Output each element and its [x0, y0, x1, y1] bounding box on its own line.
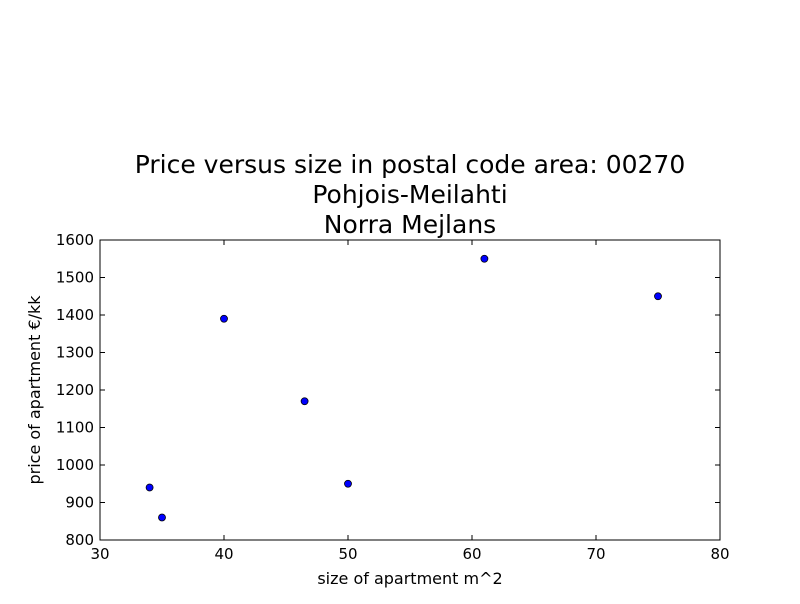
scatter-point: [344, 479, 352, 488]
x-tick-label: 60: [462, 545, 481, 563]
chart-title: Price versus size in postal code area: 0…: [135, 150, 685, 239]
y-tick-label: 900: [65, 494, 94, 512]
x-tick-label: 50: [338, 545, 357, 563]
x-tick-label: 40: [214, 545, 233, 563]
x-tick-label: 70: [586, 545, 605, 563]
chart-title-line-2: Pohjois-Meilahti: [312, 180, 507, 209]
y-tick-label: 1200: [56, 381, 94, 399]
chart-title-line-3: Norra Mejlans: [324, 210, 496, 239]
y-tick-label: 1400: [56, 306, 94, 324]
scatter-point: [145, 483, 154, 492]
data-points: [145, 254, 662, 522]
y-tick-label: 1300: [56, 344, 94, 362]
y-axis-label: price of apartment €/kk: [25, 295, 44, 485]
scatter-point: [220, 314, 228, 323]
y-tick-label: 1100: [56, 419, 94, 437]
x-tick-label: 80: [710, 545, 729, 563]
chart-title-line-1: Price versus size in postal code area: 0…: [135, 150, 685, 179]
x-axis-label: size of apartment m^2: [317, 569, 502, 588]
y-tick-label: 1500: [56, 269, 94, 287]
y-tick-label: 800: [65, 531, 94, 549]
x-tick-label: 30: [90, 545, 109, 563]
scatter-point: [300, 397, 309, 406]
y-tick-label: 1000: [56, 456, 94, 474]
y-tick-label: 1600: [56, 231, 94, 249]
scatter-point: [158, 513, 166, 522]
plot-area: [99, 239, 721, 541]
scatter-point: [480, 254, 489, 263]
y-axis-ticks: 800 900 1000 1100 1200 1300 1400 1500 1600: [56, 231, 720, 549]
scatter-point: [654, 292, 662, 301]
x-axis-ticks: 30 40 50 60 70 80: [90, 240, 730, 563]
